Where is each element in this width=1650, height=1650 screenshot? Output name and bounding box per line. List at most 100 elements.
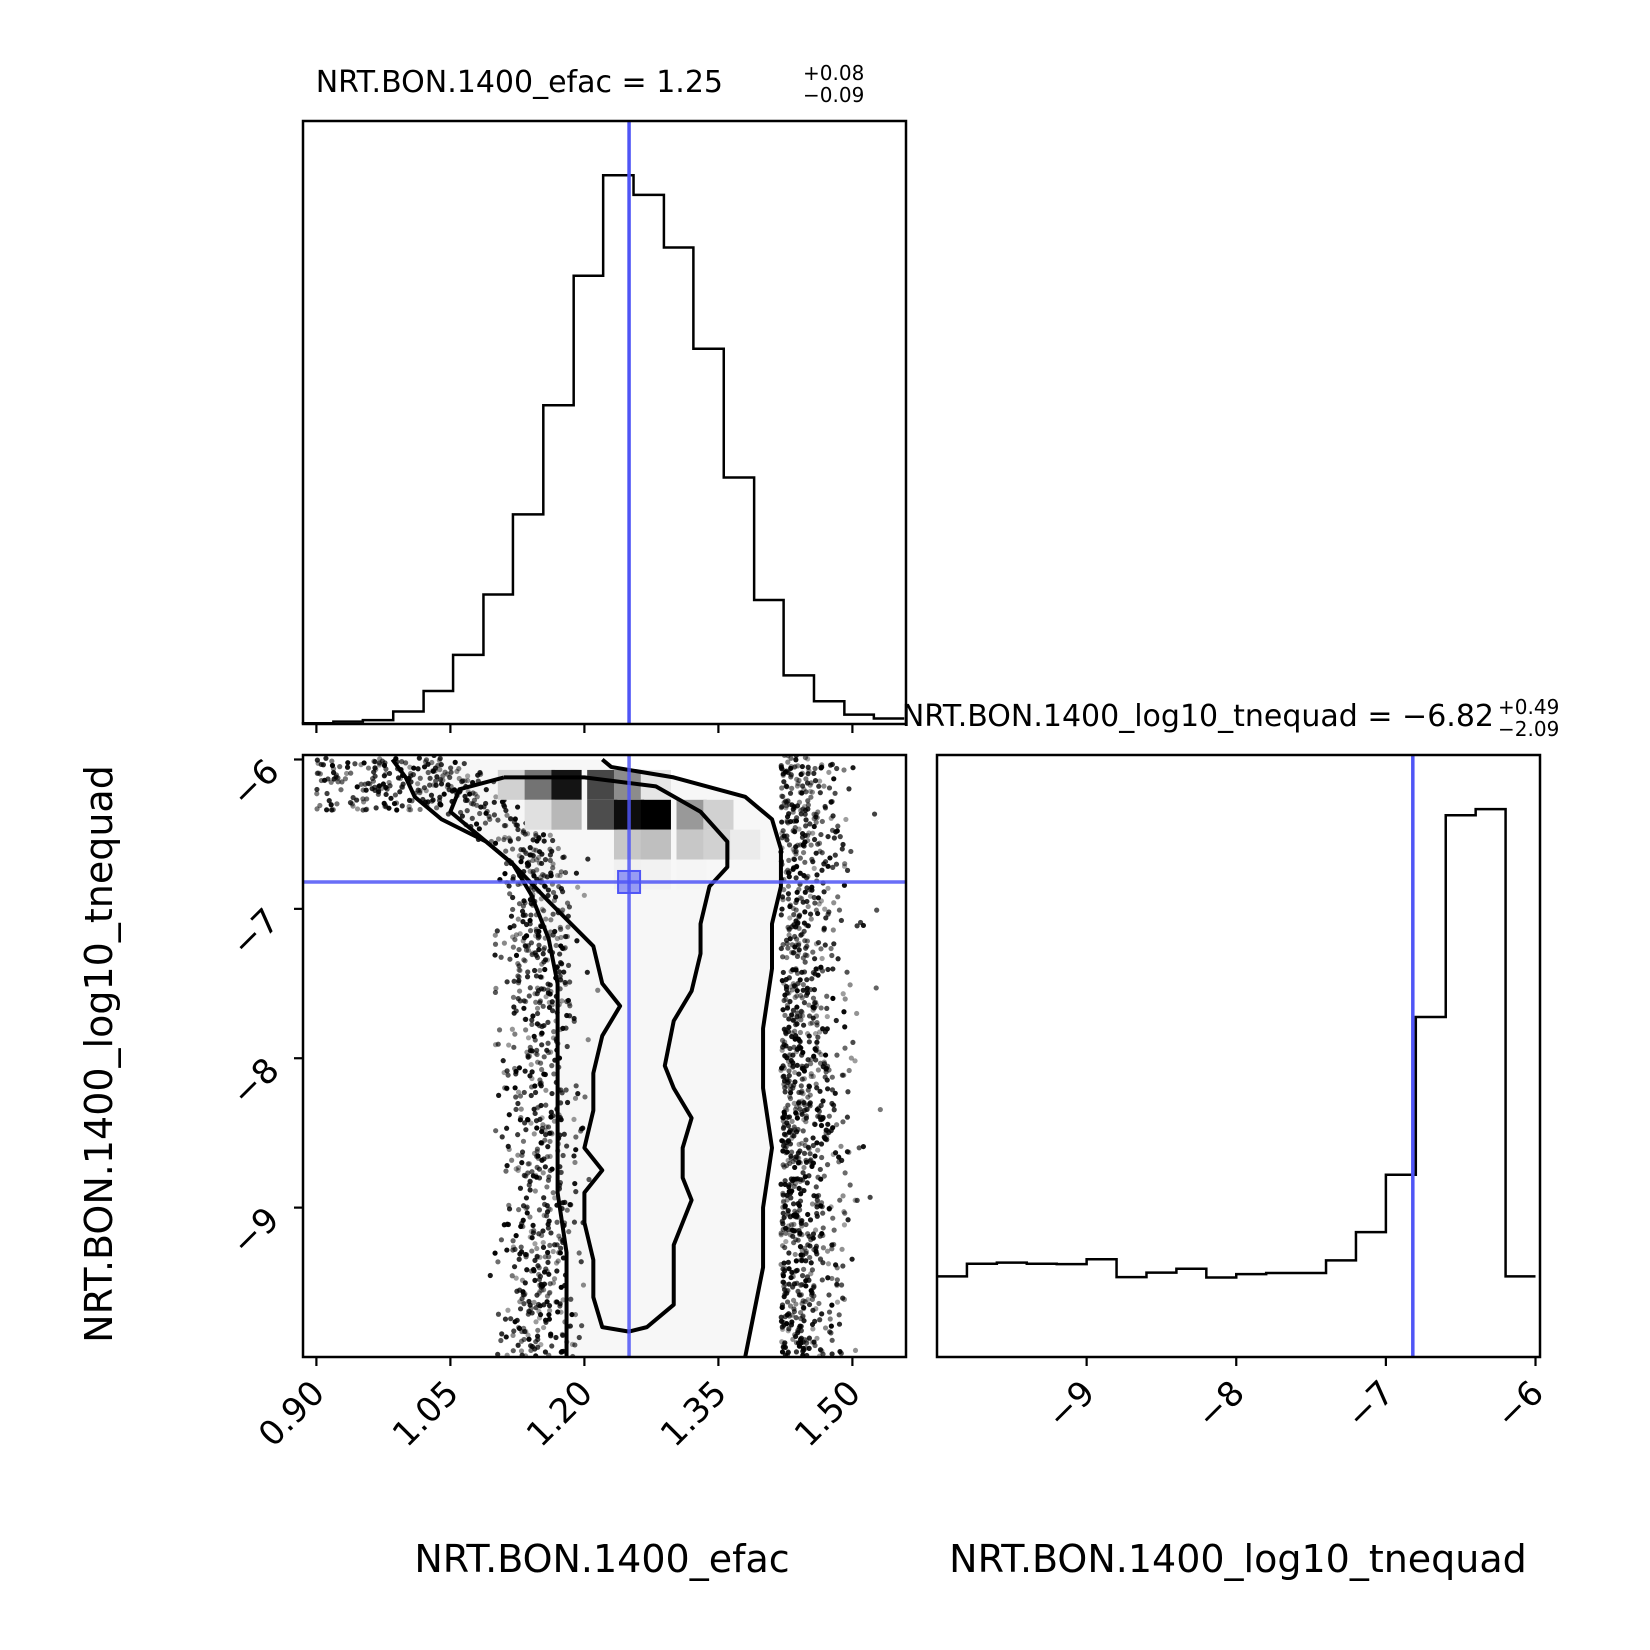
scatter-point [824,1005,830,1011]
scatter-point [515,960,521,967]
scatter-point [427,775,433,781]
scatter-point [549,1008,556,1014]
scatter-point [535,1327,541,1333]
scatter-point [793,1301,799,1307]
scatter-point [517,1306,524,1312]
scatter-point [799,1109,805,1116]
scatter-point [560,854,566,861]
scatter-point [573,1134,579,1140]
scatter-point [789,1312,795,1318]
scatter-point [524,1267,530,1273]
scatter-point [825,966,831,973]
scatter-point [326,798,332,804]
scatter-point [789,1118,795,1124]
scatter-point [797,1231,803,1238]
scatter-point [788,1322,795,1328]
scatter-point [545,1124,552,1130]
scatter-point [425,761,431,767]
scatter-point [437,776,444,783]
scatter-point [564,1143,570,1149]
scatter-point [805,1231,811,1237]
scatter-point [462,793,468,799]
scatter-point [483,810,489,816]
scatter-point [536,1315,543,1321]
scatter-point [819,1154,825,1161]
scatter-point [495,817,501,823]
scatter-point [800,783,806,789]
scatter-point [317,771,323,777]
scatter-point [496,1092,502,1098]
scatter-point [780,1319,786,1325]
scatter-point [573,1147,579,1153]
scatter-point [821,1173,827,1179]
scatter-point [441,791,447,797]
scatter-point [808,1061,814,1067]
scatter-point [806,1335,812,1341]
scatter-point [778,764,784,770]
scatter-point [819,1230,825,1237]
scatter-point [532,991,538,997]
scatter-point [469,815,475,821]
scatter-point [790,1063,796,1069]
scatter-point [546,1004,553,1011]
scatter-point [798,1191,804,1197]
scatter-point [816,1300,822,1307]
scatter-point [515,996,521,1002]
scatter-point [513,952,520,959]
scatter-point [510,1247,516,1253]
scatter-point [384,786,390,792]
scatter-point [573,1083,579,1089]
scatter-point [799,763,805,770]
scatter-point [462,797,469,803]
scatter-point [779,906,785,912]
scatter-point [790,1201,797,1207]
scatter-point [800,1128,806,1134]
scatter-point [790,1273,796,1280]
scatter-point [825,863,831,869]
scatter-point [558,1309,564,1315]
scatter-point [344,770,350,777]
scatter-point [797,977,803,983]
scatter-point [513,1094,519,1100]
scatter-point [790,1297,797,1303]
scatter-point [566,1001,572,1007]
scatter-point [788,1012,794,1018]
scatter-point [805,1297,811,1303]
scatter-point [509,1026,515,1032]
scatter-point [493,1128,499,1134]
scatter-point [352,761,358,767]
scatter-point [845,1217,851,1223]
scatter-point [504,1068,510,1074]
scatter-point [788,771,794,777]
scatter-point [831,776,837,782]
scatter-point [543,1132,549,1138]
scatter-point [523,1027,529,1033]
scatter-point [379,758,385,764]
scatter-point [838,1350,844,1356]
scatter-point [358,781,364,787]
scatter-point [526,1298,532,1305]
scatter-point [558,943,564,949]
scatter-point [539,1066,545,1073]
density-cell [730,829,761,860]
scatter-point [547,1281,553,1287]
scatter-point [523,1195,530,1201]
scatter-point [793,851,799,857]
scatter-point [782,1085,788,1091]
scatter-point [803,817,809,823]
scatter-point [508,913,515,919]
scatter-point [562,869,569,876]
scatter-point [833,861,840,867]
scatter-point [802,889,808,895]
scatter-point [801,1266,807,1272]
scatter-point [815,895,822,901]
scatter-point [536,942,542,948]
scatter-point [505,1072,511,1078]
scatter-point [541,945,548,951]
scatter-point [822,942,828,948]
tnequad-y-tick-label: −7 [224,901,288,965]
scatter-point [799,1076,805,1082]
scatter-point [520,1217,526,1223]
scatter-point [828,1330,834,1336]
scatter-point [780,1304,786,1311]
